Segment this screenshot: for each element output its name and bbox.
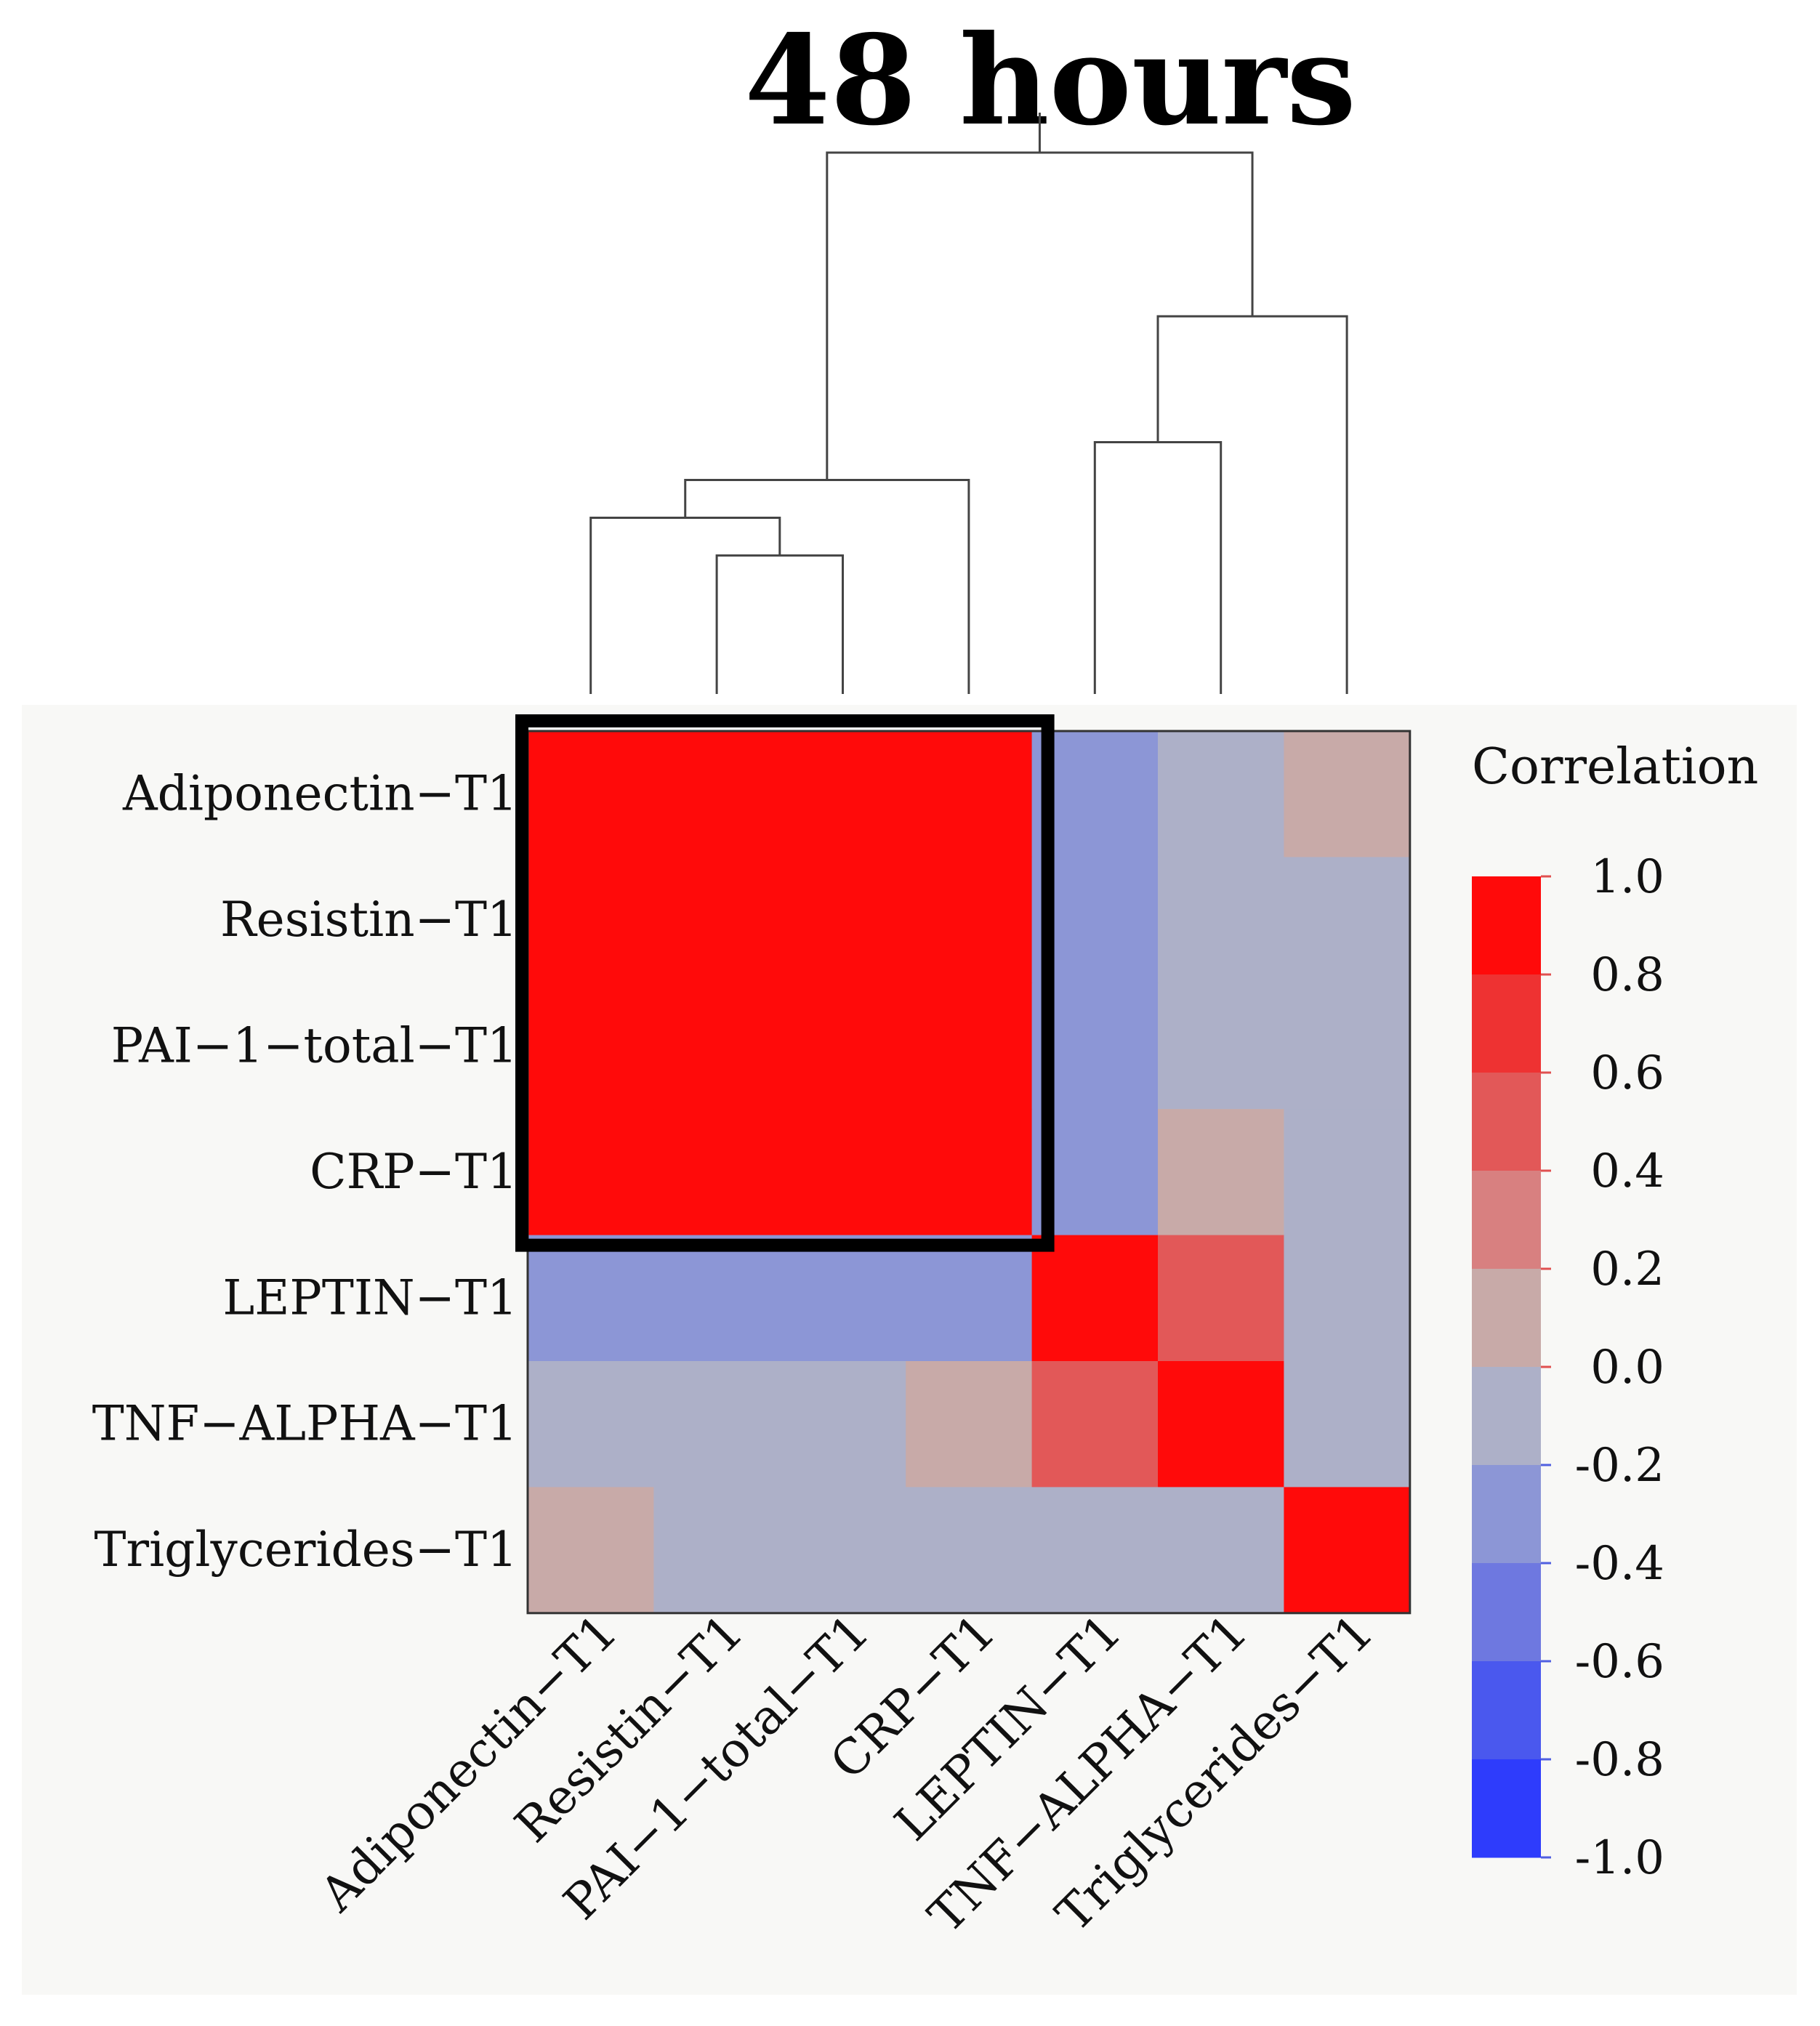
heatmap-cell-leptin-t1-pai-1-total-t1 — [779, 1235, 906, 1362]
heatmap-cell-pai-1-total-t1-pai-1-total-t1 — [779, 982, 906, 1110]
legend-tick-label-7: -0.2 — [1575, 1439, 1664, 1493]
chart-title: 48 hours — [744, 8, 1356, 153]
heatmap-cell-adiponectin-t1-crp-t1 — [906, 731, 1033, 857]
heatmap-cell-pai-1-total-t1-triglycerides-t1 — [1284, 982, 1411, 1110]
legend-tick-label-8: -0.4 — [1575, 1537, 1664, 1591]
heatmap-cell-triglycerides-t1-leptin-t1 — [1031, 1487, 1159, 1614]
row-label-tnf-alpha-t1: TNF−ALPHA−T1 — [92, 1396, 518, 1452]
dendrogram-branch-2 — [589, 516, 781, 694]
heatmap-cell-resistin-t1-crp-t1 — [906, 857, 1033, 984]
legend-bin-6 — [1472, 1367, 1541, 1466]
legend-title: Correlation — [1472, 738, 1758, 796]
row-label-resistin-t1: Resistin−T1 — [220, 892, 518, 948]
legend-ticks: 1.0 0.8 0.6 0.4 0.2 0.0 -0.2 -0.4 -0.6 -0.8 -1.0 — [1541, 850, 1664, 1885]
heatmap-cells — [528, 731, 1411, 1614]
legend-tick-label-5: 0.2 — [1590, 1243, 1664, 1296]
legend-colorbar — [1472, 876, 1541, 1858]
cluster-highlight-box — [515, 714, 1055, 1252]
heatmap-cell-leptin-t1-tnf-alpha-t1 — [1158, 1235, 1284, 1362]
legend-bin-7 — [1472, 1465, 1541, 1564]
heatmap-cell-adiponectin-t1-pai-1-total-t1 — [779, 731, 906, 857]
heatmap-cell-adiponectin-t1-tnf-alpha-t1 — [1158, 731, 1284, 857]
heatmap-cell-pai-1-total-t1-adiponectin-t1 — [528, 982, 654, 1110]
heatmap-cell-pai-1-total-t1-tnf-alpha-t1 — [1158, 982, 1284, 1110]
heatmap-cell-tnf-alpha-t1-resistin-t1 — [653, 1361, 781, 1488]
legend-bin-10 — [1472, 1759, 1541, 1858]
heatmap-cell-leptin-t1-resistin-t1 — [653, 1235, 781, 1362]
dendrogram-branch-4 — [684, 478, 970, 694]
heatmap-cell-tnf-alpha-t1-adiponectin-t1 — [528, 1361, 654, 1488]
heatmap-cell-resistin-t1-resistin-t1 — [653, 857, 781, 984]
heatmap-cell-crp-t1-triglycerides-t1 — [1284, 1109, 1411, 1236]
heatmap-cell-leptin-t1-adiponectin-t1 — [528, 1235, 654, 1362]
heatmap-cell-tnf-alpha-t1-crp-t1 — [906, 1361, 1033, 1488]
row-label-pai-1-total-t1: PAI−1−total−T1 — [111, 1018, 518, 1074]
legend-tick-label-4: 0.4 — [1590, 1145, 1664, 1198]
heatmap-cell-resistin-t1-triglycerides-t1 — [1284, 857, 1411, 984]
heatmap-cell-pai-1-total-t1-crp-t1 — [906, 982, 1033, 1110]
legend-bin-9 — [1472, 1661, 1541, 1760]
heatmap-cell-leptin-t1-crp-t1 — [906, 1235, 1033, 1362]
heatmap-cell-adiponectin-t1-resistin-t1 — [653, 731, 781, 857]
heatmap-cell-resistin-t1-pai-1-total-t1 — [779, 857, 906, 984]
heatmap-cell-triglycerides-t1-pai-1-total-t1 — [779, 1487, 906, 1614]
heatmap-cell-tnf-alpha-t1-tnf-alpha-t1 — [1158, 1361, 1284, 1488]
dendrogram-branch-1 — [715, 554, 844, 694]
heatmap-cell-triglycerides-t1-tnf-alpha-t1 — [1158, 1487, 1284, 1614]
heatmap-cell-crp-t1-resistin-t1 — [653, 1109, 781, 1236]
row-label-adiponectin-t1: Adiponectin−T1 — [122, 766, 518, 822]
heatmap-cell-triglycerides-t1-adiponectin-t1 — [528, 1487, 654, 1614]
row-label-leptin-t1: LEPTIN−T1 — [222, 1270, 518, 1325]
legend-bin-4 — [1472, 1171, 1541, 1270]
dendrogram-branch-3 — [1093, 440, 1223, 694]
color-legend: Correlation 1.0 0.8 0.6 0.4 0.2 0.0 -0.2 -0.4 -0… — [1472, 738, 1758, 1885]
heatmap-cell-adiponectin-t1-triglycerides-t1 — [1284, 731, 1411, 857]
heatmap-cell-triglycerides-t1-triglycerides-t1 — [1284, 1487, 1411, 1614]
legend-bin-5 — [1472, 1269, 1541, 1368]
heatmap-cell-adiponectin-t1-adiponectin-t1 — [528, 731, 654, 857]
legend-tick-label-10: -0.8 — [1575, 1733, 1664, 1787]
legend-bin-2 — [1472, 974, 1541, 1073]
row-labels: Adiponectin−T1 Resistin−T1 PAI−1−total−T1 C… — [92, 766, 518, 1578]
row-label-crp-t1: CRP−T1 — [310, 1144, 518, 1200]
heatmap-cell-leptin-t1-leptin-t1 — [1031, 1235, 1159, 1362]
heatmap-cell-crp-t1-pai-1-total-t1 — [779, 1109, 906, 1236]
heatmap-cell-triglycerides-t1-crp-t1 — [906, 1487, 1033, 1614]
heatmap-cell-tnf-alpha-t1-pai-1-total-t1 — [779, 1361, 906, 1488]
column-dendrogram — [589, 113, 1348, 694]
row-label-triglycerides-t1: Triglycerides−T1 — [94, 1522, 518, 1578]
legend-bin-1 — [1472, 876, 1541, 975]
heatmap-cell-tnf-alpha-t1-triglycerides-t1 — [1284, 1361, 1411, 1488]
legend-tick-label-9: -0.6 — [1575, 1635, 1664, 1689]
legend-tick-label-3: 0.6 — [1590, 1046, 1664, 1100]
heatmap-cell-crp-t1-crp-t1 — [906, 1109, 1033, 1236]
heatmap-cell-tnf-alpha-t1-leptin-t1 — [1031, 1361, 1159, 1488]
heatmap-cell-triglycerides-t1-resistin-t1 — [653, 1487, 781, 1614]
heatmap-cell-crp-t1-tnf-alpha-t1 — [1158, 1109, 1284, 1236]
heatmap-cell-pai-1-total-t1-resistin-t1 — [653, 982, 781, 1110]
dendrogram-branch-5 — [1156, 315, 1348, 694]
heatmap-cell-crp-t1-adiponectin-t1 — [528, 1109, 654, 1236]
legend-tick-label-6: 0.0 — [1590, 1341, 1664, 1395]
legend-tick-label-1: 1.0 — [1590, 850, 1664, 904]
legend-bin-8 — [1472, 1563, 1541, 1662]
legend-bin-3 — [1472, 1073, 1541, 1171]
heatmap-cell-resistin-t1-adiponectin-t1 — [528, 857, 654, 984]
heatmap-cell-leptin-t1-triglycerides-t1 — [1284, 1235, 1411, 1362]
legend-tick-label-11: -1.0 — [1575, 1831, 1664, 1885]
heatmap-cell-resistin-t1-tnf-alpha-t1 — [1158, 857, 1284, 984]
legend-tick-label-2: 0.8 — [1590, 948, 1664, 1002]
